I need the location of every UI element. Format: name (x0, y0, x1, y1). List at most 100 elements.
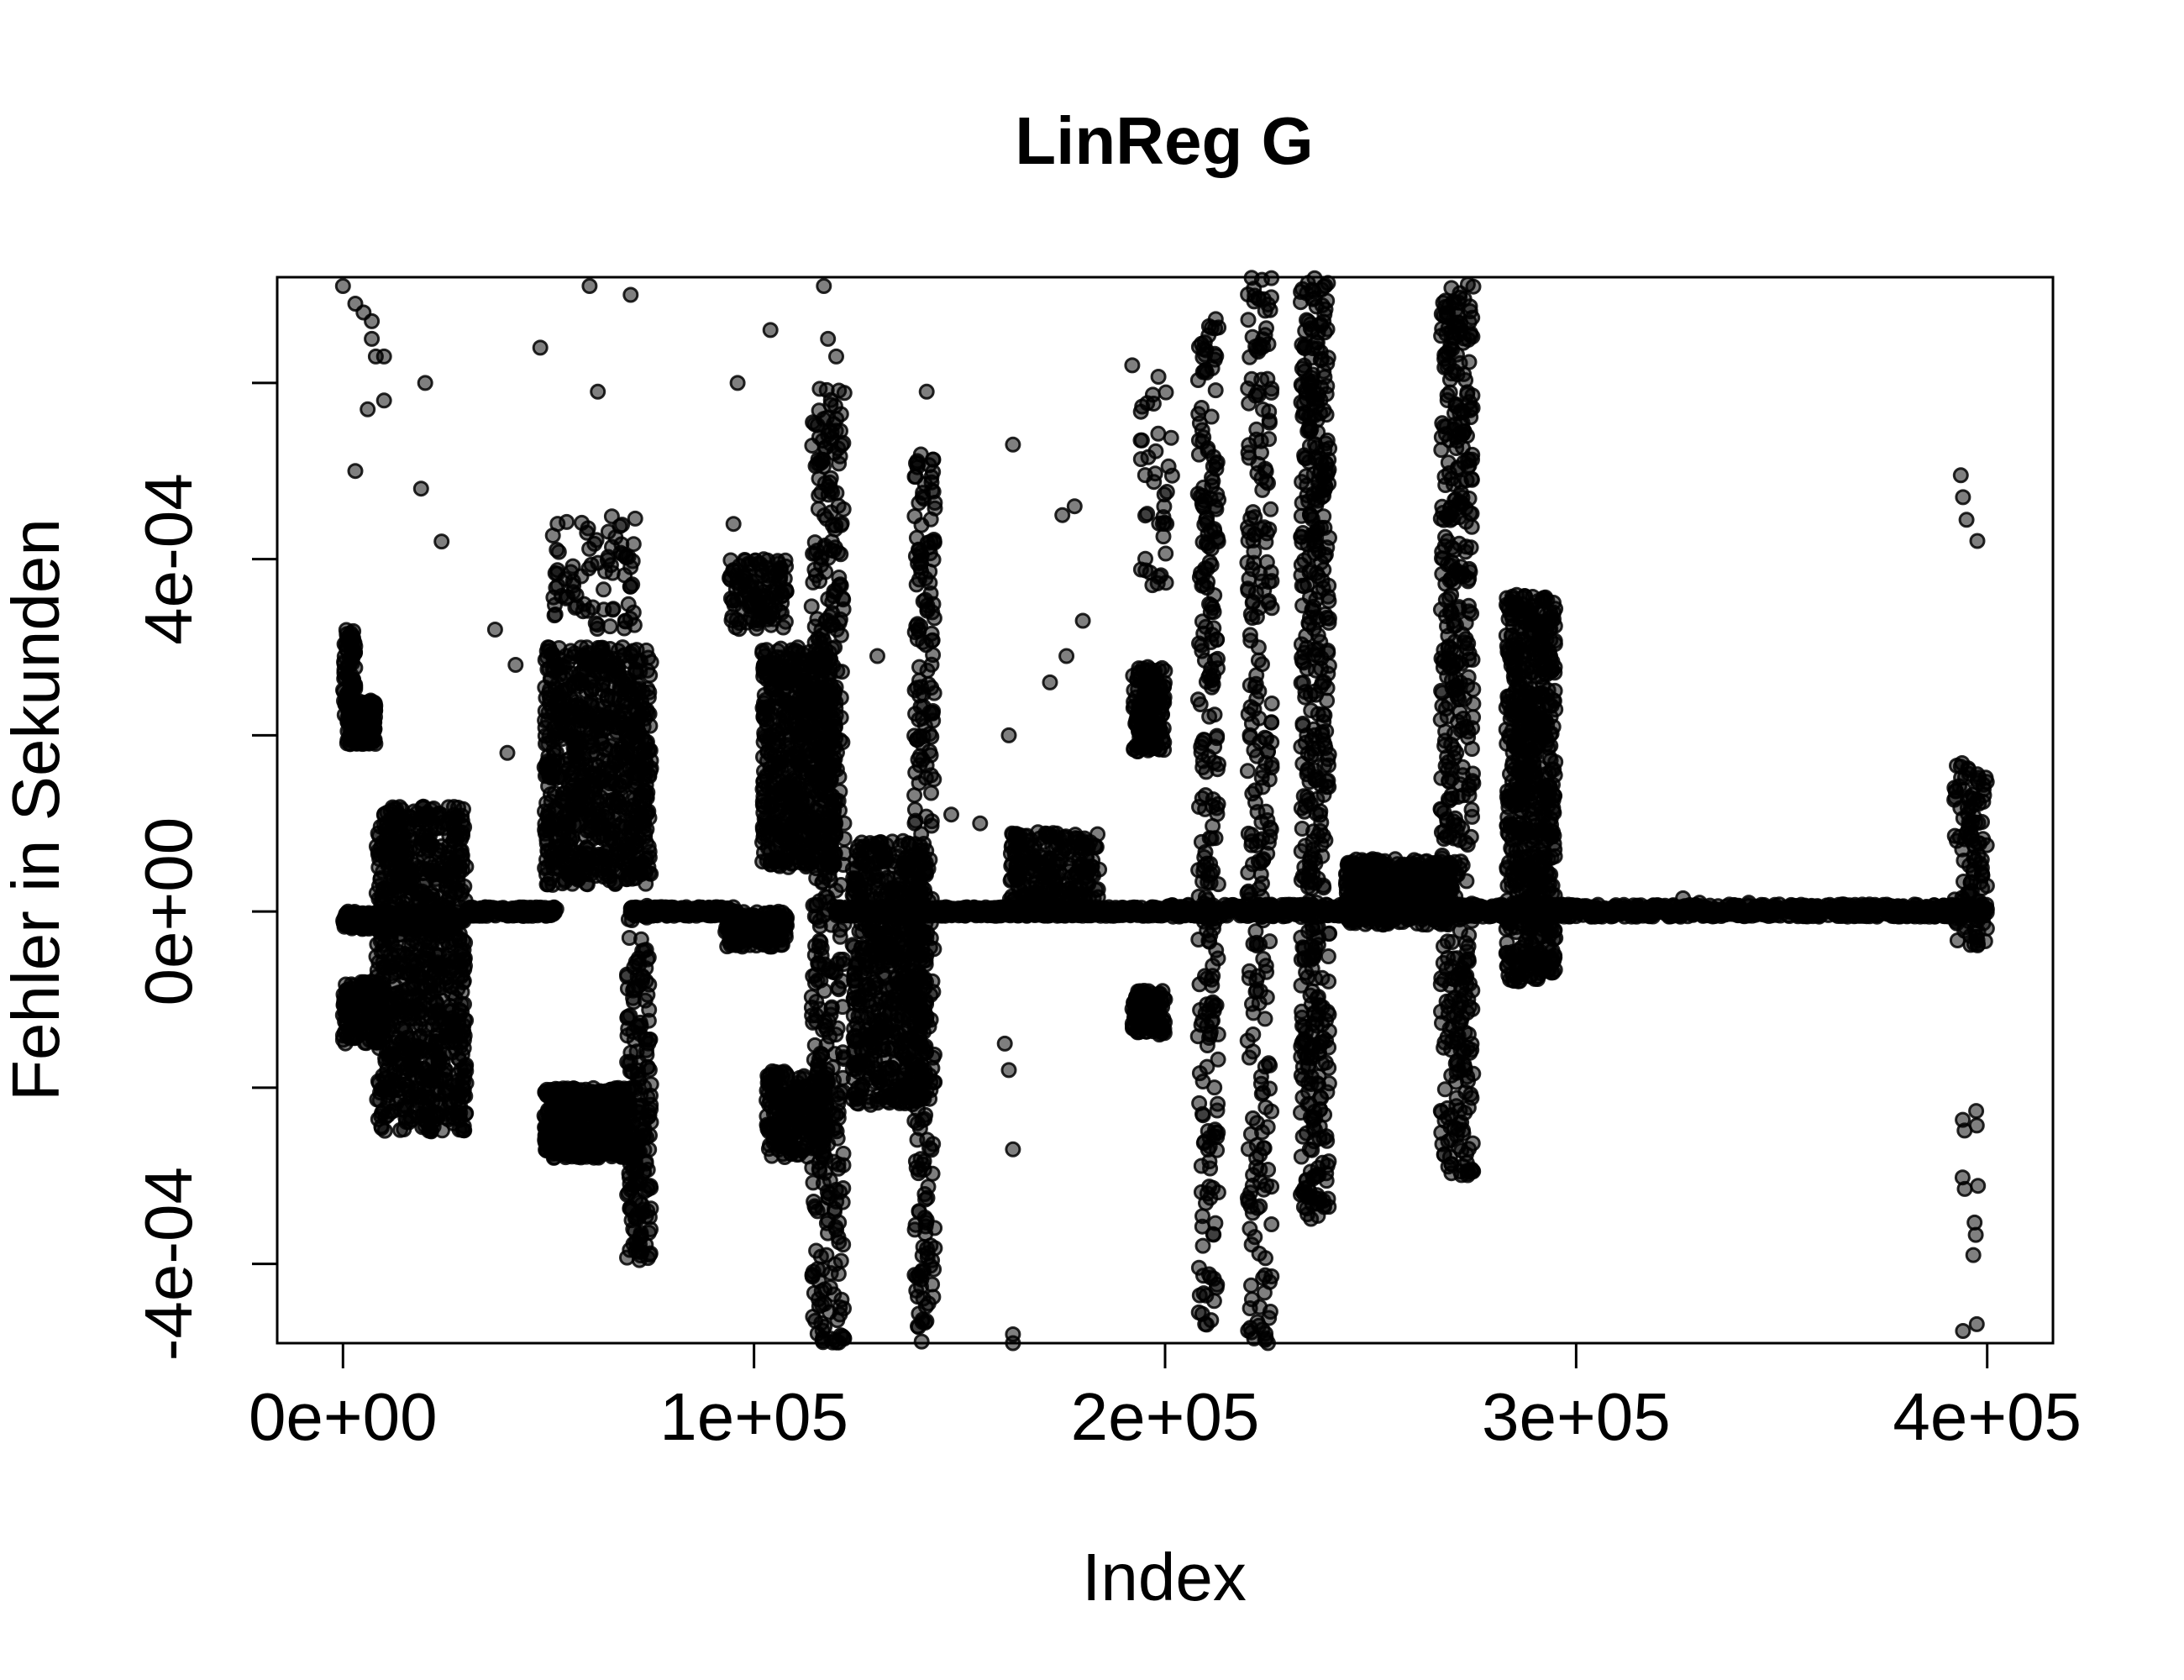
data-point (383, 968, 400, 984)
data-point (550, 543, 567, 560)
data-point (638, 776, 654, 793)
data-point (756, 710, 773, 727)
data-point (454, 1004, 470, 1021)
data-point (450, 864, 467, 880)
data-point (634, 684, 651, 701)
data-point (587, 659, 604, 676)
chart-title: LinReg G (1015, 103, 1314, 178)
data-point (778, 707, 795, 724)
data-point (753, 562, 769, 578)
data-point (750, 612, 767, 629)
data-point (398, 909, 415, 926)
data-point (627, 510, 643, 527)
data-point (425, 1053, 441, 1070)
data-point (573, 735, 590, 752)
data-point (617, 694, 633, 711)
data-point (764, 659, 780, 675)
data-point (545, 850, 562, 867)
data-point (590, 1143, 606, 1160)
data-point (636, 797, 653, 814)
data-point (457, 892, 474, 909)
data-point (603, 1128, 619, 1145)
data-point (575, 711, 592, 728)
data-point (597, 648, 614, 664)
data-point (660, 905, 677, 921)
data-point (571, 755, 588, 772)
data-point (423, 916, 439, 932)
data-point (519, 903, 536, 920)
data-point (451, 911, 468, 927)
data-point (574, 514, 591, 531)
data-point (400, 1082, 417, 1098)
data-point (621, 672, 638, 689)
data-point (619, 729, 636, 746)
data-point (421, 1100, 438, 1117)
data-point (638, 1031, 654, 1047)
data-point (363, 703, 380, 720)
data-point (611, 777, 627, 794)
data-point (764, 1122, 780, 1139)
data-point (420, 1073, 437, 1089)
data-point (587, 868, 604, 885)
data-point (537, 803, 553, 820)
data-point (762, 843, 779, 860)
data-point (554, 819, 571, 836)
data-point (338, 911, 354, 927)
data-point (626, 617, 643, 633)
data-point (619, 1249, 635, 1266)
data-point (549, 562, 566, 579)
data-point (407, 958, 423, 974)
data-point (413, 903, 430, 920)
data-point (604, 601, 621, 618)
data-point (730, 573, 747, 590)
data-point (342, 670, 359, 686)
data-point (370, 1075, 387, 1091)
data-point (596, 581, 612, 598)
data-point (549, 577, 566, 594)
data-point (606, 752, 623, 769)
data-point (633, 1227, 649, 1244)
data-point (767, 1099, 784, 1116)
data-point (559, 513, 575, 530)
data-point (787, 824, 804, 841)
data-point (636, 760, 652, 777)
data-point (338, 1022, 354, 1039)
data-point (370, 988, 386, 1005)
data-point (390, 1004, 407, 1021)
data-point (610, 793, 627, 810)
data-point (601, 618, 618, 635)
data-point (604, 538, 620, 555)
data-point (589, 617, 606, 633)
data-point (591, 1089, 607, 1106)
data-point (444, 985, 460, 1002)
data-point (797, 804, 813, 820)
data-point (422, 822, 438, 839)
data-point (407, 1103, 423, 1120)
data-point (620, 1100, 637, 1116)
data-point (594, 1111, 611, 1128)
data-point (619, 1010, 636, 1026)
data-point (777, 1138, 794, 1155)
data-point (790, 1074, 806, 1091)
data-point (775, 619, 791, 636)
data-point (589, 697, 606, 714)
data-point (754, 780, 771, 797)
data-point (369, 911, 386, 927)
data-point (341, 707, 358, 724)
data-point (544, 876, 561, 893)
data-point (452, 1105, 469, 1121)
data-point (641, 1001, 658, 1018)
data-point (368, 838, 385, 855)
data-point (386, 816, 402, 832)
data-point (385, 1103, 402, 1120)
data-point (776, 570, 793, 587)
data-point (632, 1247, 648, 1263)
data-point (641, 864, 658, 881)
data-point (408, 986, 425, 1003)
data-point (570, 801, 587, 817)
data-point (368, 948, 385, 965)
data-point (639, 951, 656, 968)
data-point (493, 903, 510, 920)
data-point (784, 1089, 801, 1106)
